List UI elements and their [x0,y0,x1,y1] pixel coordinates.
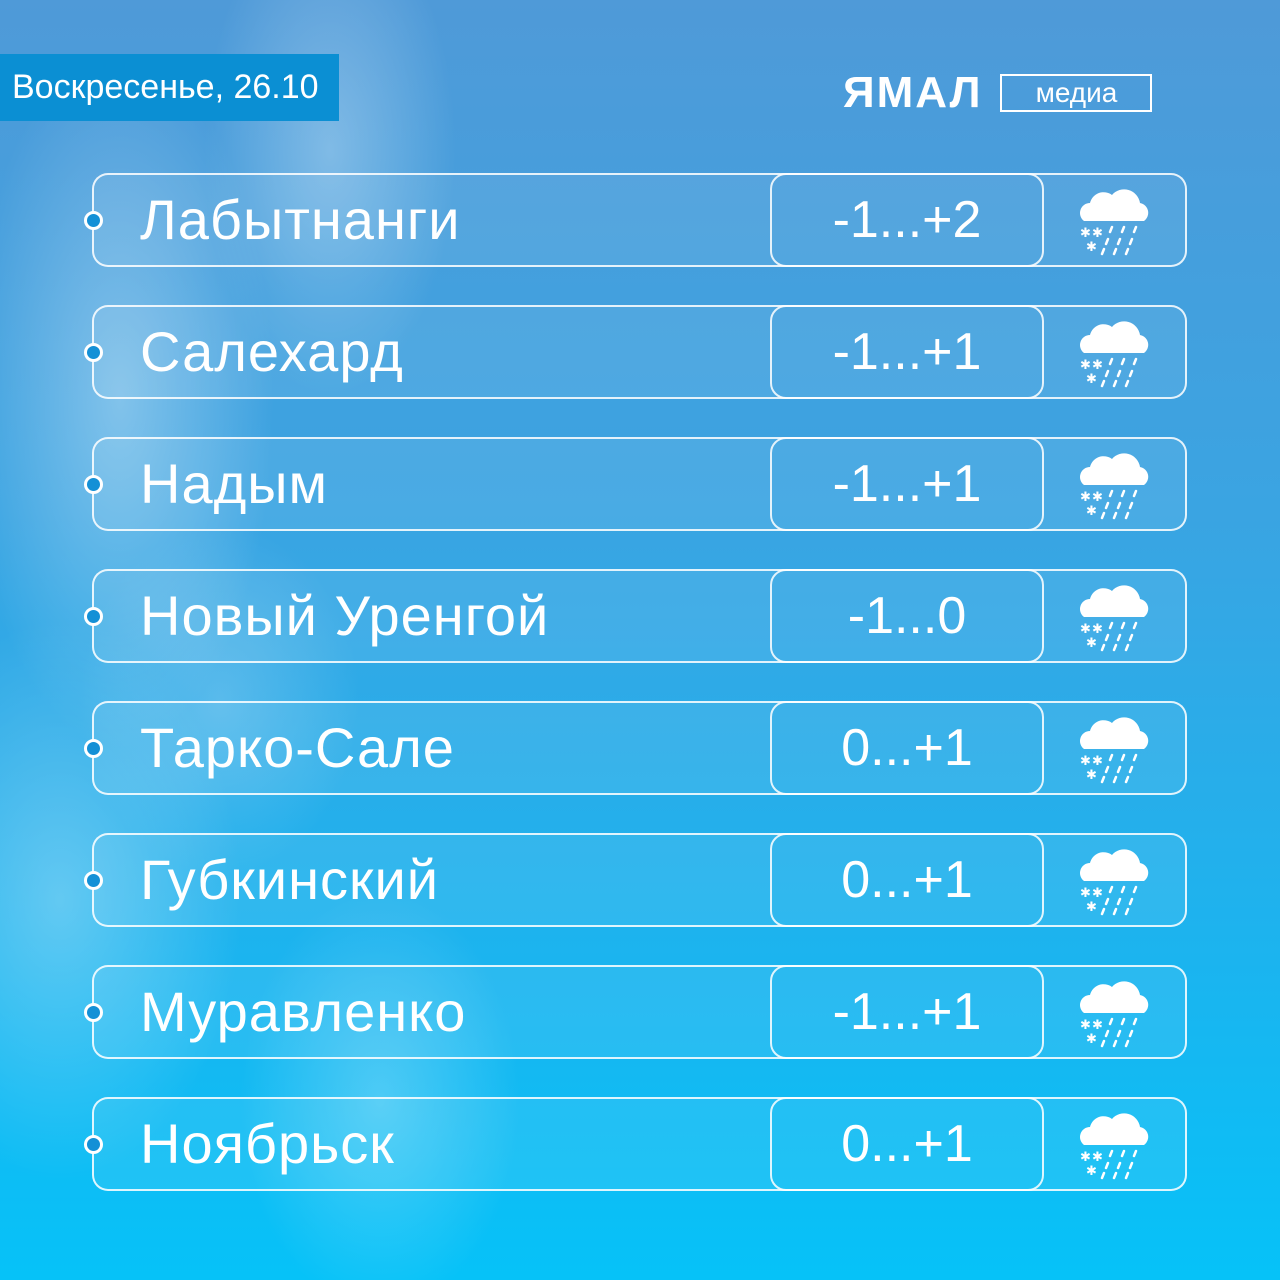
svg-text:✱: ✱ [1092,358,1103,373]
temperature-range: -1...0 [770,569,1044,663]
bullet-icon [84,211,103,230]
logo-main: ЯМАЛ [843,68,983,117]
date-badge: Воскресенье, 26.10 [0,54,339,121]
forecast-row: Салехард -1...+1 ✱ ✱ ✱ [84,305,1187,399]
forecast-row: Губкинский 0...+1 ✱ ✱ ✱ [84,833,1187,927]
temperature-range: -1...+1 [770,305,1044,399]
svg-text:✱: ✱ [1092,1150,1103,1165]
svg-text:✱: ✱ [1080,1018,1091,1033]
bullet-icon [84,343,103,362]
svg-text:✱: ✱ [1092,1018,1103,1033]
city-name: Новый Уренгой [140,584,550,647]
bullet-icon [84,1003,103,1022]
cloud-rain-snow-icon: ✱ ✱✱ [1080,453,1149,520]
svg-text:✱: ✱ [1092,622,1103,637]
temperature-range: 0...+1 [770,701,1044,795]
bullet-icon [84,1135,103,1154]
city-name: Муравленко [140,980,467,1043]
svg-text:✱: ✱ [1080,226,1091,241]
svg-text:✱: ✱ [1086,504,1097,519]
temperature-range: -1...+1 [770,965,1044,1059]
temperature-range: -1...+2 [770,173,1044,267]
temperature-range: 0...+1 [770,1097,1044,1191]
bullet-icon [84,475,103,494]
cloud-rain-snow-icon: ✱ ✱✱ [1080,1113,1149,1180]
city-name: Салехард [140,320,404,383]
forecast-row: Ноябрьск 0...+1 ✱ ✱ ✱ [84,1097,1187,1191]
city-name: Тарко-Сале [140,716,455,779]
svg-text:✱: ✱ [1092,886,1103,901]
svg-text:✱: ✱ [1086,1164,1097,1179]
temperature-range: -1...+1 [770,437,1044,531]
svg-text:✱: ✱ [1086,768,1097,783]
svg-text:✱: ✱ [1092,754,1103,769]
forecast-row: Новый Уренгой -1...0 ✱ ✱ ✱ [84,569,1187,663]
bullet-icon [84,739,103,758]
svg-text:✱: ✱ [1080,1150,1091,1165]
svg-text:✱: ✱ [1092,490,1103,505]
svg-text:✱: ✱ [1092,226,1103,241]
cloud-rain-snow-icon: ✱ ✱✱ [1080,981,1149,1048]
svg-text:✱: ✱ [1080,490,1091,505]
logo-sub: медиа [1000,74,1153,112]
svg-text:✱: ✱ [1080,886,1091,901]
forecast-row: Лабытнанги -1...+2 ✱ ✱ ✱ [84,173,1187,267]
svg-text:✱: ✱ [1086,1032,1097,1047]
svg-text:✱: ✱ [1080,358,1091,373]
cloud-rain-snow-icon: ✱ ✱✱ [1080,189,1149,256]
cloud-rain-snow-icon: ✱ ✱✱ [1080,849,1149,916]
forecast-row: Муравленко -1...+1 ✱ ✱ ✱ [84,965,1187,1059]
forecast-row: Надым -1...+1 ✱ ✱ ✱ [84,437,1187,531]
svg-text:✱: ✱ [1086,900,1097,915]
cloud-rain-snow-icon: ✱ ✱✱ [1080,321,1149,388]
svg-text:✱: ✱ [1080,622,1091,637]
svg-text:✱: ✱ [1086,240,1097,255]
city-name: Надым [140,452,329,515]
svg-text:✱: ✱ [1086,636,1097,651]
svg-text:✱: ✱ [1086,372,1097,387]
cloud-rain-snow-icon: ✱ ✱✱ [1080,585,1149,652]
temperature-range: 0...+1 [770,833,1044,927]
yamal-media-logo: ЯМАЛ медиа [843,68,1153,118]
forecast-row: Тарко-Сале 0...+1 ✱ ✱ ✱ [84,701,1187,795]
bullet-icon [84,871,103,890]
cloud-rain-snow-icon: ✱ ✱✱ [1080,717,1149,784]
city-name: Губкинский [140,848,440,911]
city-name: Лабытнанги [140,188,461,251]
bullet-icon [84,607,103,626]
svg-text:✱: ✱ [1080,754,1091,769]
city-name: Ноябрьск [140,1112,395,1175]
